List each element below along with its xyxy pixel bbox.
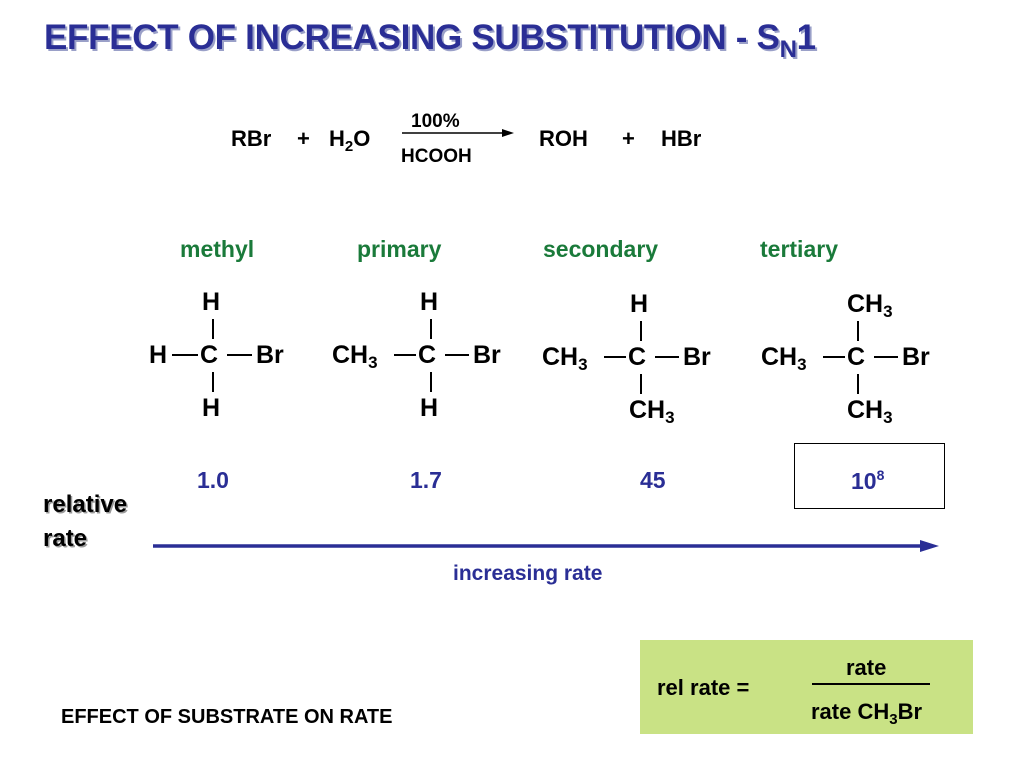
fraction-bar bbox=[812, 683, 930, 685]
condition-above-arrow: 100% bbox=[411, 111, 460, 132]
product-roh: ROH bbox=[539, 126, 588, 151]
atom-ch3-left: CH3 bbox=[761, 343, 807, 374]
atom-h-left: H bbox=[149, 341, 168, 369]
reactant-rbr: RBr bbox=[231, 126, 272, 151]
bond bbox=[857, 321, 859, 341]
bond bbox=[640, 374, 642, 394]
bond bbox=[394, 354, 416, 356]
atom-ch3-top: CH3 bbox=[847, 290, 893, 321]
page-title: EFFECT OF INCREASING SUBSTITUTION - SN1 bbox=[44, 18, 816, 63]
atom-h-top: H bbox=[202, 288, 221, 316]
atom-h-top: H bbox=[420, 288, 439, 316]
formula-denominator: rate CH3Br bbox=[811, 699, 923, 728]
atom-h-bottom: H bbox=[202, 394, 221, 422]
condition-below-arrow: HCOOH bbox=[401, 146, 472, 167]
atom-ch3-bottom: CH3 bbox=[629, 396, 675, 427]
increasing-rate-label: increasing rate bbox=[453, 562, 603, 585]
increasing-rate-arrow-icon bbox=[153, 540, 939, 552]
atom-h-bottom: H bbox=[420, 394, 439, 422]
formula-lhs: rel rate = bbox=[657, 675, 750, 700]
atom-ch3-bottom: CH3 bbox=[847, 396, 893, 427]
bond bbox=[172, 354, 198, 356]
atom-c: C bbox=[200, 341, 219, 369]
atom-ch3-left: CH3 bbox=[332, 341, 378, 372]
label-primary: primary bbox=[357, 236, 442, 262]
bond bbox=[227, 354, 252, 356]
reaction-arrow-icon bbox=[402, 129, 514, 137]
bond bbox=[823, 356, 845, 358]
rate-secondary: 45 bbox=[640, 467, 666, 493]
atom-br: Br bbox=[683, 343, 711, 371]
atom-ch3-left: CH3 bbox=[542, 343, 588, 374]
bond bbox=[604, 356, 626, 358]
relative-rate-formula-box bbox=[640, 640, 973, 734]
atom-br: Br bbox=[256, 341, 284, 369]
bond bbox=[874, 356, 898, 358]
atom-c: C bbox=[418, 341, 437, 369]
bond bbox=[640, 321, 642, 341]
rate-primary: 1.7 bbox=[410, 467, 442, 493]
atom-c: C bbox=[628, 343, 647, 371]
label-secondary: secondary bbox=[543, 236, 659, 262]
formula-numerator: rate bbox=[846, 655, 887, 680]
plus-sign-1: + bbox=[297, 126, 310, 151]
atom-h-top: H bbox=[630, 290, 649, 318]
atom-br: Br bbox=[473, 341, 501, 369]
footer-caption: EFFECT OF SUBSTRATE ON RATE bbox=[61, 706, 393, 728]
bond bbox=[445, 354, 469, 356]
rate-methyl: 1.0 bbox=[197, 467, 229, 493]
relative-rate-label: relative rate bbox=[43, 491, 128, 552]
rate-tertiary: 108 bbox=[851, 467, 885, 494]
tertiary-rate-box bbox=[794, 443, 945, 509]
bond bbox=[430, 319, 432, 339]
plus-sign-2: + bbox=[622, 126, 635, 151]
label-methyl: methyl bbox=[180, 236, 255, 262]
atom-br: Br bbox=[902, 343, 930, 371]
bond bbox=[655, 356, 679, 358]
bond bbox=[857, 374, 859, 394]
label-tertiary: tertiary bbox=[760, 236, 838, 262]
product-hbr: HBr bbox=[661, 126, 702, 151]
bond bbox=[212, 319, 214, 339]
bond bbox=[430, 372, 432, 392]
atom-c: C bbox=[847, 343, 866, 371]
bond bbox=[212, 372, 214, 392]
reactant-water: H2O bbox=[329, 126, 371, 155]
